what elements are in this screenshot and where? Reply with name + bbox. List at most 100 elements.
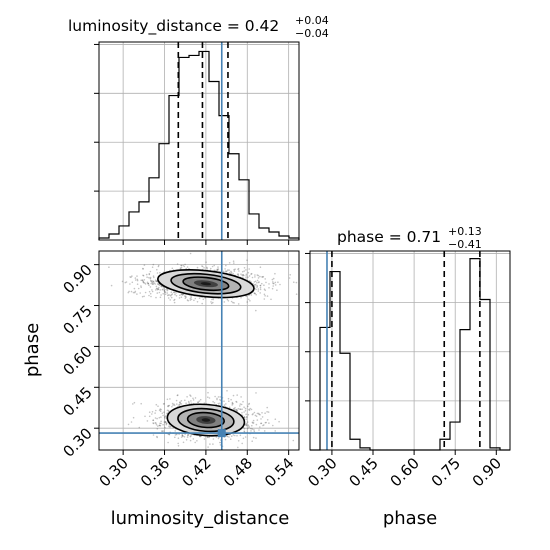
- sample-point: [154, 422, 157, 424]
- sample-point: [246, 427, 249, 430]
- sample-point: [185, 402, 187, 405]
- y-axis-label-phase: phase: [22, 323, 43, 377]
- sample-point: [155, 403, 158, 406]
- sample-point: [186, 436, 189, 438]
- sample-point: [132, 291, 135, 294]
- sample-point: [256, 285, 259, 288]
- sample-point: [151, 283, 154, 285]
- sample-point: [158, 409, 161, 412]
- sample-point: [245, 273, 248, 276]
- sample-point: [256, 279, 259, 282]
- sample-point: [272, 277, 275, 280]
- sample-point: [180, 436, 183, 438]
- sample-point: [219, 398, 221, 401]
- sample-point: [224, 270, 227, 273]
- sample-point: [193, 299, 195, 302]
- sample-point: [189, 439, 192, 442]
- sample-point: [248, 408, 250, 411]
- sample-point: [274, 418, 277, 421]
- sample-point: [257, 412, 260, 415]
- sample-point: [156, 428, 159, 430]
- sample-point: [264, 421, 267, 424]
- sample-point: [124, 281, 127, 284]
- x-axis-label-luminosity-distance: luminosity_distance: [111, 508, 290, 529]
- sample-point: [230, 300, 233, 303]
- sample-point: [151, 281, 154, 284]
- sample-point: [250, 427, 252, 430]
- sample-point: [253, 411, 256, 414]
- sample-point: [210, 302, 213, 305]
- sample-point: [256, 284, 258, 287]
- sample-point: [155, 423, 158, 426]
- sample-point: [240, 403, 243, 406]
- sample-point: [177, 394, 179, 396]
- sample-point: [250, 272, 253, 275]
- sample-point: [244, 407, 247, 410]
- sample-point: [213, 402, 216, 404]
- sample-point: [207, 436, 209, 439]
- sample-point: [272, 285, 275, 287]
- sample-point: [162, 414, 164, 417]
- sample-point: [194, 441, 196, 444]
- sample-point: [247, 276, 249, 279]
- sample-point: [235, 408, 237, 411]
- sample-point: [155, 280, 158, 282]
- sample-point: [179, 401, 181, 403]
- sample-point: [121, 280, 124, 283]
- sample-point: [189, 435, 192, 438]
- sample-point: [155, 422, 157, 425]
- sample-point: [255, 293, 257, 296]
- sample-point: [233, 302, 235, 304]
- sample-point: [201, 265, 204, 268]
- sample-point: [149, 270, 152, 273]
- sample-point: [166, 412, 169, 415]
- sample-point: [182, 441, 185, 444]
- sample-point: [243, 428, 246, 430]
- sample-point: [161, 430, 163, 432]
- sample-point: [230, 435, 233, 438]
- sample-point: [228, 436, 230, 438]
- sample-point: [158, 424, 161, 427]
- sample-point: [151, 266, 154, 269]
- sample-point: [167, 288, 169, 291]
- sample-point: [263, 293, 266, 296]
- sample-point: [232, 301, 234, 304]
- sample-point: [180, 296, 183, 299]
- sample-point: [134, 290, 137, 293]
- sample-point: [162, 293, 164, 295]
- sample-point: [189, 297, 192, 300]
- sample-point: [212, 298, 215, 301]
- panel-frame: [309, 250, 511, 451]
- sample-point: [224, 438, 227, 441]
- y-tick-label: 0.30: [59, 424, 95, 460]
- sample-point: [214, 395, 216, 398]
- sample-point: [254, 414, 257, 417]
- sample-point: [108, 266, 110, 269]
- sample-point: [247, 424, 250, 427]
- sample-point: [243, 416, 246, 418]
- sample-point: [151, 289, 153, 291]
- sample-point: [146, 281, 149, 284]
- sample-point: [260, 422, 263, 425]
- sample-point: [154, 283, 156, 285]
- sample-point: [255, 423, 258, 426]
- sample-point: [136, 278, 139, 281]
- x-axis-label-phase: phase: [383, 508, 437, 529]
- sample-point: [186, 396, 188, 398]
- y-tick-label: 0.60: [59, 343, 95, 379]
- sample-point: [159, 424, 162, 427]
- sample-point: [148, 273, 151, 275]
- sample-point: [128, 290, 130, 293]
- sample-point: [251, 428, 254, 430]
- sample-point: [167, 297, 170, 299]
- sample-point: [232, 260, 235, 263]
- sample-point: [257, 281, 260, 284]
- sample-point: [233, 268, 235, 271]
- sample-point: [158, 291, 161, 294]
- sample-point: [244, 409, 247, 412]
- panel-frame: [98, 250, 300, 451]
- sample-point: [137, 287, 140, 290]
- sample-point: [157, 405, 159, 408]
- sample-point: [252, 422, 255, 424]
- sample-point: [142, 281, 145, 283]
